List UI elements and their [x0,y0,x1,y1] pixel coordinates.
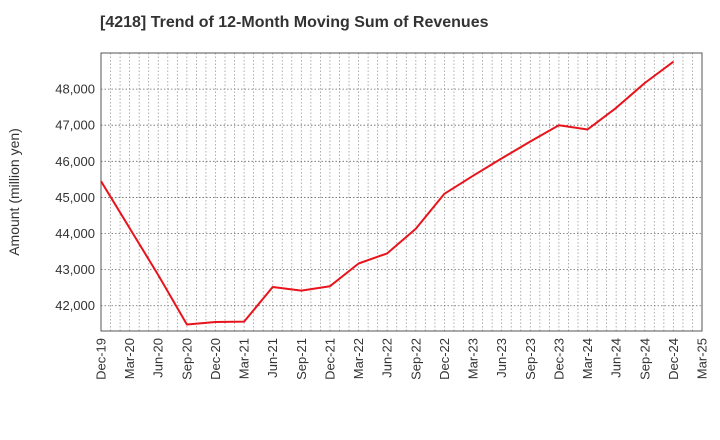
y-tick-label: 42,000 [55,298,95,313]
x-tick-label: Dec-21 [322,338,337,380]
x-tick-label: Dec-20 [208,338,223,380]
x-tick-label: Mar-21 [237,338,252,379]
x-tick-label: Dec-22 [437,338,452,380]
x-tick-label: Sep-21 [294,338,309,380]
x-tick-label: Jun-20 [151,338,166,378]
x-tick-label: Mar-23 [466,338,481,379]
x-tick-label: Mar-24 [580,338,595,379]
x-tick-label: Jun-23 [494,338,509,378]
x-tick-label: Jun-21 [265,338,280,378]
y-tick-label: 45,000 [55,190,95,205]
x-tick-label: Mar-22 [351,338,366,379]
x-tick-label: Jun-24 [609,338,624,378]
y-axis-title: Amount (million yen) [6,128,22,256]
x-tick-label: Jun-22 [380,338,395,378]
x-tick-label: Sep-23 [523,338,538,380]
x-tick-label: Sep-24 [637,338,652,380]
x-tick-label: Sep-22 [408,338,423,380]
x-tick-label: Sep-20 [179,338,194,380]
series-line [100,60,674,326]
chart-title: [4218] Trend of 12-Month Moving Sum of R… [100,14,489,31]
x-tick-label: Mar-25 [695,338,710,379]
y-tick-label: 48,000 [55,82,95,97]
plot-background [101,53,702,331]
plot-border [100,52,703,332]
x-tick-label: Dec-19 [94,338,109,380]
y-tick-label: 46,000 [55,154,95,169]
x-tick-label: Dec-23 [551,338,566,380]
x-tick-label: Dec-24 [666,338,681,380]
y-tick-label: 43,000 [55,262,95,277]
y-tick-label: 44,000 [55,226,95,241]
y-tick-label: 47,000 [55,118,95,133]
x-tick-label: Mar-20 [122,338,137,379]
